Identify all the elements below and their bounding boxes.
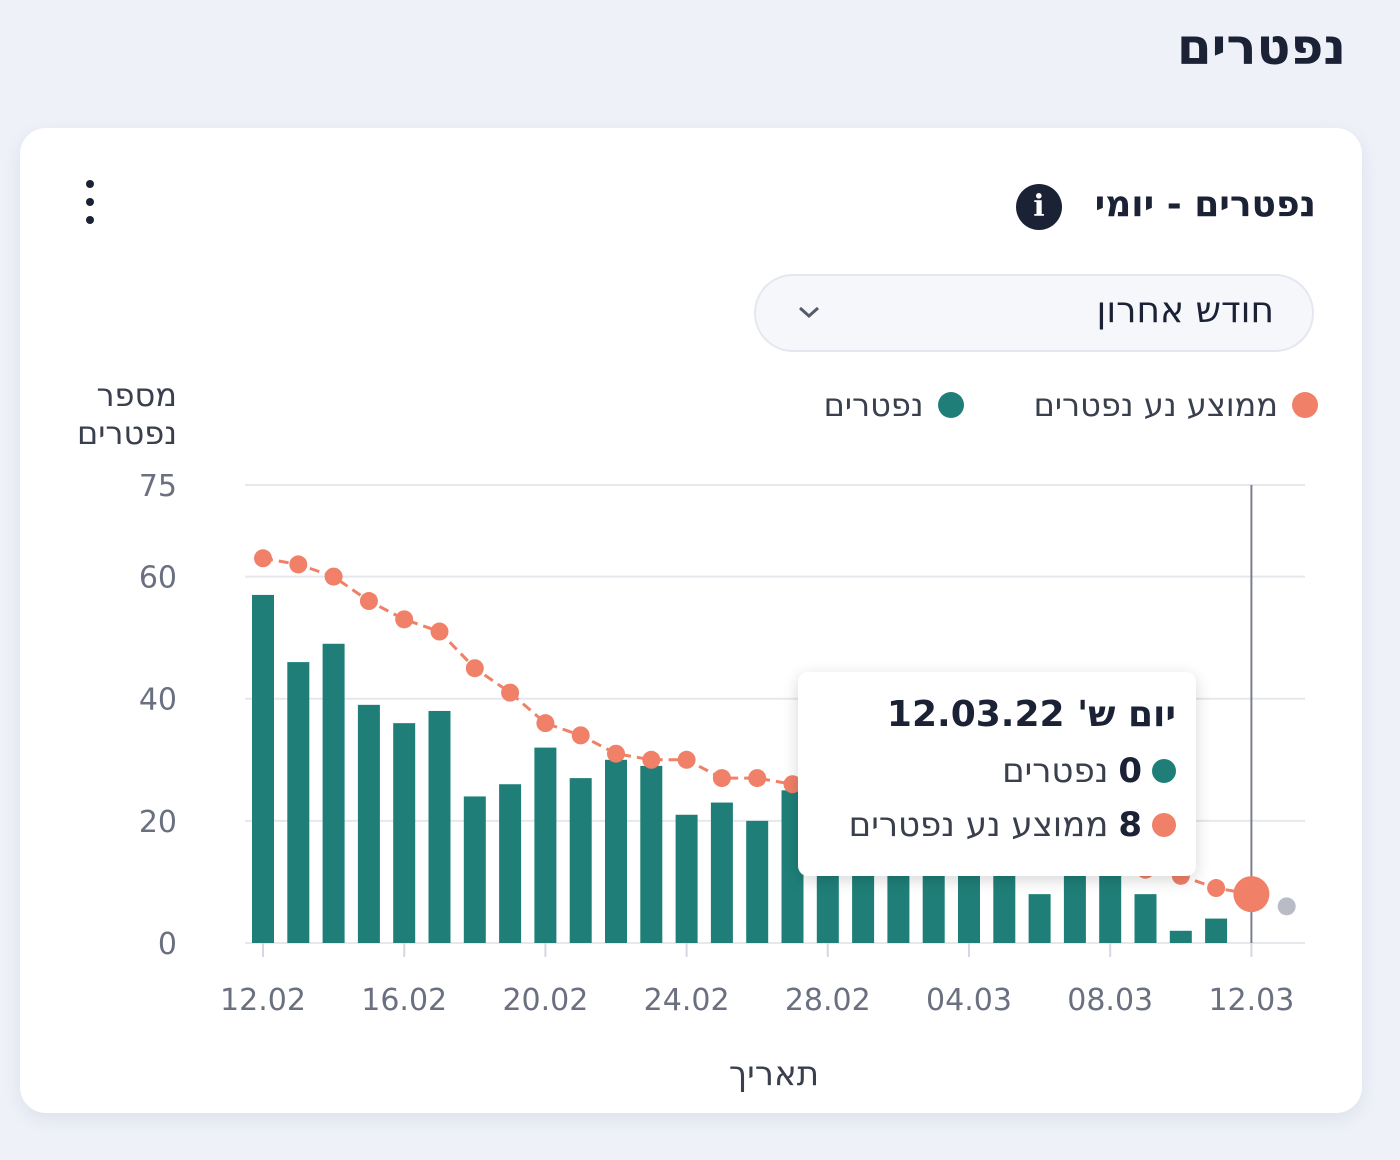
bar [499, 784, 522, 943]
moving-average-point [289, 555, 308, 574]
legend-dot-deaths [937, 392, 964, 418]
tooltip-row-moving-average: 8 ממוצע נע נפטרים [818, 805, 1176, 845]
bar [322, 643, 345, 943]
chevron-down-icon [799, 306, 819, 319]
x-tick-label: 28.02 [785, 983, 871, 1018]
tooltip-label: נפטרים [1002, 751, 1109, 791]
y-tick-label: 60 [139, 561, 177, 596]
y-axis-label-line: מספר [96, 376, 177, 414]
moving-average-point [607, 744, 625, 763]
x-tick-label: 16.02 [361, 983, 447, 1018]
legend-dot-moving-average [1292, 392, 1318, 418]
card-title: נפטרים - יומי [1094, 184, 1316, 225]
bar [1099, 869, 1122, 943]
legend-label: ממוצע נע נפטרים [1033, 386, 1278, 424]
bar [1063, 875, 1086, 943]
bar [958, 863, 980, 943]
page-title: נפטרים [1176, 18, 1346, 76]
bar [287, 662, 310, 943]
y-tick-label: 0 [158, 927, 177, 962]
bar [357, 704, 380, 943]
moving-average-point [536, 714, 555, 733]
legend-item-deaths[interactable]: נפטרים [824, 386, 964, 424]
kebab-dot [86, 216, 94, 224]
tooltip-dot-deaths [1152, 759, 1176, 783]
bar [252, 594, 274, 943]
kebab-dot [86, 198, 94, 206]
x-tick-label: 12.02 [220, 983, 306, 1018]
moving-average-point [783, 775, 802, 794]
moving-average-point [395, 610, 414, 629]
chart-legend: נפטרים ממוצע נע נפטרים [824, 386, 1318, 424]
bar [1028, 894, 1051, 943]
legend-item-moving-average[interactable]: ממוצע נע נפטרים [1034, 386, 1318, 424]
bar [605, 759, 627, 943]
moving-average-point [571, 726, 590, 745]
moving-average-point [748, 769, 767, 788]
bar [640, 765, 663, 943]
x-tick-label: 08.03 [1067, 983, 1153, 1018]
bar [428, 710, 451, 943]
bar [569, 778, 592, 943]
bar [1134, 894, 1157, 943]
y-axis-label-line: נפטרים [77, 414, 177, 452]
chart-tooltip: יום ש' 12.03.22 0 נפטרים 8 ממוצע נע נפטר… [798, 672, 1196, 876]
bar [463, 796, 486, 943]
info-icon[interactable]: i [1016, 184, 1062, 230]
x-axis-label: תאריך [729, 1054, 819, 1094]
y-tick-label: 75 [139, 469, 177, 504]
tooltip-value: 0 [1118, 751, 1142, 791]
moving-average-point [359, 592, 378, 611]
tooltip-value: 8 [1118, 805, 1142, 845]
bar [1169, 930, 1192, 943]
bar [393, 723, 416, 943]
moving-average-point [677, 750, 696, 769]
x-tick-label: 04.03 [926, 983, 1012, 1018]
moving-average-point [712, 769, 731, 788]
kebab-dot [86, 180, 94, 188]
time-range-select[interactable]: חודש אחרון [754, 274, 1314, 352]
time-range-value: חודש אחרון [1096, 290, 1274, 331]
bar [534, 747, 557, 943]
x-tick-label: 20.02 [502, 983, 588, 1018]
moving-average-point [324, 567, 343, 586]
bar [675, 814, 698, 943]
bar [852, 863, 875, 943]
x-tick-label: 12.03 [1208, 983, 1294, 1018]
moving-average-point [1277, 897, 1296, 916]
kebab-menu-icon[interactable] [76, 180, 104, 224]
chart-card: נפטרים - יומי i חודש אחרון נפטרים ממוצע … [20, 128, 1362, 1113]
bar [922, 869, 945, 943]
tooltip-label: ממוצע נע נפטרים [848, 805, 1109, 845]
tooltip-dot-moving-average [1152, 813, 1176, 837]
y-tick-label: 40 [139, 683, 177, 718]
bar [746, 820, 769, 943]
legend-label: נפטרים [823, 386, 924, 424]
bar [710, 802, 733, 943]
moving-average-point [501, 683, 520, 702]
x-tick-label: 24.02 [644, 983, 730, 1018]
y-tick-label: 20 [139, 805, 177, 840]
bar [887, 869, 910, 943]
moving-average-point [430, 622, 449, 641]
tooltip-title: יום ש' 12.03.22 [886, 694, 1176, 735]
moving-average-point-active [1233, 876, 1270, 913]
moving-average-point [1207, 879, 1226, 898]
bar [1205, 918, 1228, 943]
moving-average-point [254, 549, 272, 568]
moving-average-point [465, 659, 484, 678]
bar [993, 869, 1016, 943]
moving-average-point [642, 750, 661, 769]
tooltip-row-deaths: 0 נפטרים [818, 751, 1176, 791]
